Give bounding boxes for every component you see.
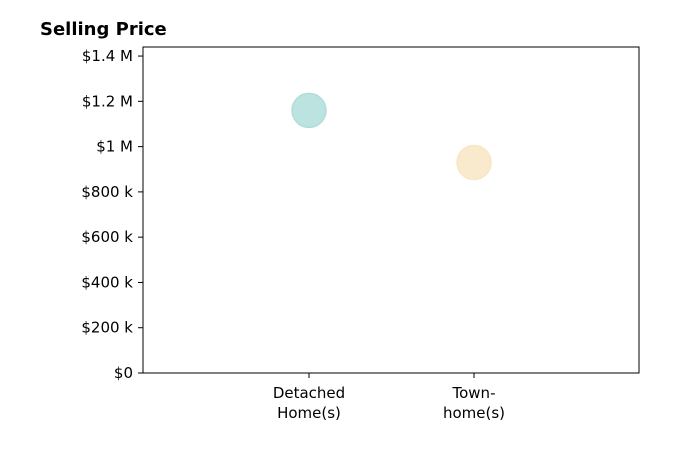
plot-frame [142,46,640,374]
y-tick-label: $1 M [96,138,133,156]
y-tick-label: $200 k [81,319,133,337]
data-point [291,92,327,129]
y-tick-label: $0 [114,364,133,382]
data-point [456,144,492,181]
y-tick-label: $1.2 M [82,92,133,110]
x-tick-label: Town-home(s) [443,384,505,422]
x-tick-label: Detached Home(s) [273,384,345,422]
y-tick-label: $600 k [81,228,133,246]
y-tick-label: $400 k [81,273,133,291]
y-tick-label: $800 k [81,183,133,201]
plot-area: $0 $200 k $400 k $600 k $800 k $1 M $1.2 M $1.4… [81,46,640,422]
chart-title: Selling Price [40,19,167,40]
y-tick-label: $1.4 M [82,47,133,65]
